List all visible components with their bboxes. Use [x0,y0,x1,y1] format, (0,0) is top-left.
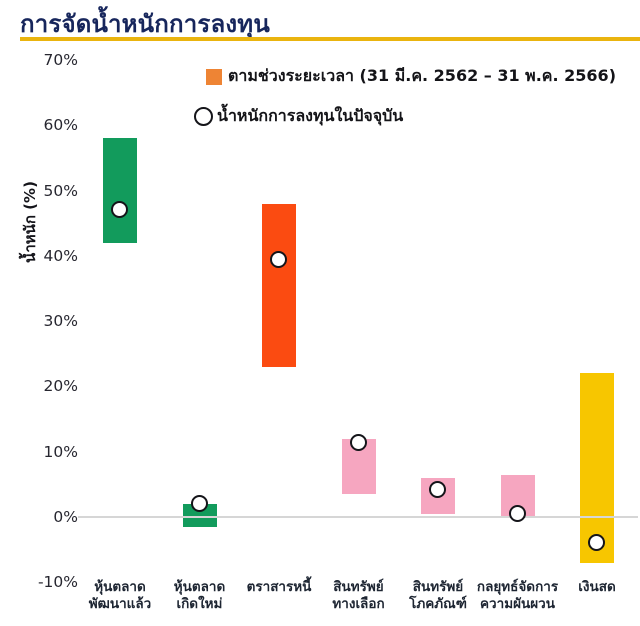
zero-gridline [78,516,638,518]
current-weight-marker-2 [190,494,208,512]
current-weight-marker-4 [349,434,367,452]
y-tick-label: -10% [37,573,78,592]
current-weight-marker-7 [588,534,605,552]
category-label-1: หุ้นตลาด พัฒนาแล้ว [88,579,152,612]
legend-range-label: ตามช่วงระยะเวลา (31 มี.ค. 2562 – 31 พ.ค.… [228,66,616,85]
current-weight-marker-1 [111,201,128,219]
current-weight-marker-5 [429,480,446,498]
y-tick-label: 0% [53,508,78,526]
range-bar-2 [182,503,217,527]
category-label-2: หุ้นตลาด เกิดใหม่ [173,579,226,612]
category-label-3: ตราสารหนี้ [246,579,312,595]
category-label-4: สินทรัพย์ ทางเลือก [332,579,385,612]
y-tick-label: 40% [43,246,78,265]
range-bar-swatch-icon [206,68,222,85]
range-bar-3 [262,203,296,367]
y-tick-label: 30% [43,312,78,331]
legend-item-current: น้ำหนักการลงทุนในปัจจุบัน [194,104,616,129]
page-title: การจัดน้ำหนักการลงทุน [20,10,270,38]
title-underline [20,37,640,41]
category-label-6: กลยุทธ์จัดการ ความผันผวน [476,579,559,612]
range-bar-7 [580,373,614,563]
legend-current-label: น้ำหนักการลงทุนในปัจจุบัน [217,106,404,125]
y-axis-title: น้ำหนัก (%) [21,181,39,263]
current-weight-marker-icon [194,107,213,126]
current-weight-marker-3 [270,251,287,269]
y-tick-label: 20% [43,377,78,396]
legend: ตามช่วงระยะเวลา (31 มี.ค. 2562 – 31 พ.ค.… [194,64,616,144]
category-label-5: สินทรัพย์ โภคภัณฑ์ [409,579,467,612]
category-label-7: เงินสด [578,579,616,595]
y-tick-label: 10% [43,442,78,461]
y-tick-label: 70% [43,50,78,69]
legend-item-range: ตามช่วงระยะเวลา (31 มี.ค. 2562 – 31 พ.ค.… [194,64,616,89]
y-tick-label: 60% [43,116,78,135]
current-weight-marker-6 [508,504,526,522]
range-bar-1 [103,138,137,243]
y-tick-label: 50% [43,181,78,200]
